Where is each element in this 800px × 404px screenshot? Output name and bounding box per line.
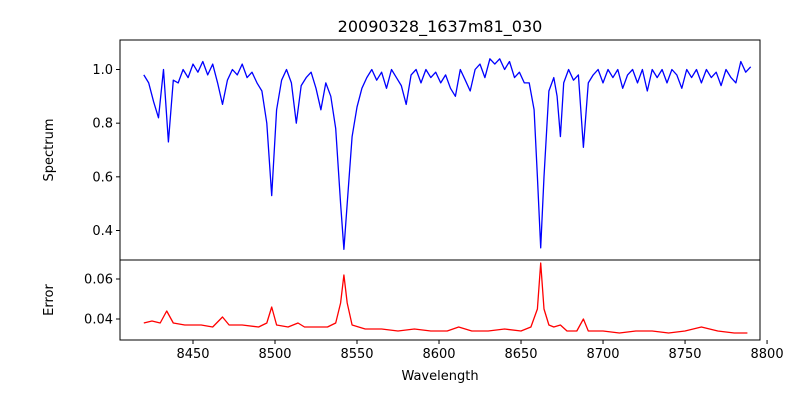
xtick-label: 8700 bbox=[586, 347, 619, 362]
spectrum-panel: 0.4 0.6 0.8 1.0 bbox=[92, 39, 761, 261]
error-panel: 0.04 0.06 8450 8500 8550 8600 8650 8700 8750 8800 bbox=[84, 259, 784, 362]
xtick-label: 8450 bbox=[176, 347, 209, 362]
xtick-label: 8550 bbox=[340, 347, 373, 362]
error-line bbox=[143, 262, 748, 334]
xtick-label: 8650 bbox=[504, 347, 537, 362]
spectrum-ytick-label: 1.0 bbox=[92, 63, 113, 78]
xtick-label: 8500 bbox=[258, 347, 291, 362]
error-ylabel: Error bbox=[42, 284, 57, 316]
error-axes-frame bbox=[119, 259, 761, 341]
spectrum-ylabel: Spectrum bbox=[42, 119, 57, 182]
error-ytick-label: 0.06 bbox=[84, 273, 113, 288]
spectrum-ytick-label: 0.8 bbox=[92, 117, 113, 132]
x-axis-label: Wavelength bbox=[401, 369, 478, 384]
xtick-label: 8750 bbox=[668, 347, 701, 362]
spectrum-line bbox=[143, 58, 752, 250]
error-ytick-label: 0.04 bbox=[84, 313, 113, 328]
chart-title: 20090328_1637m81_030 bbox=[338, 17, 543, 37]
xtick-label: 8600 bbox=[422, 347, 455, 362]
spectrum-ytick-label: 0.4 bbox=[92, 224, 113, 239]
xtick-label: 8800 bbox=[751, 347, 784, 362]
spectrum-ytick-label: 0.6 bbox=[92, 170, 113, 185]
